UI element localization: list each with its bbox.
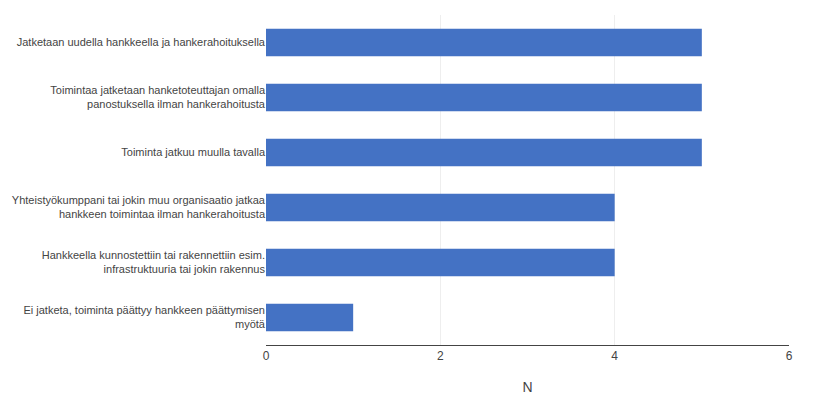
svg-text:N: N — [522, 379, 532, 395]
svg-text:Jatketaan uudella hankkeella j: Jatketaan uudella hankkeella ja hankerah… — [17, 36, 266, 48]
svg-text:Yhteistyökumppani tai jokin mu: Yhteistyökumppani tai jokin muu organisa… — [12, 194, 266, 220]
svg-text:2: 2 — [437, 349, 444, 363]
svg-text:Hankkeella kunnostettiin tai r: Hankkeella kunnostettiin tai rakennettii… — [42, 249, 266, 275]
svg-text:0: 0 — [263, 349, 270, 363]
svg-text:4: 4 — [611, 349, 618, 363]
svg-text:Toimintaa jatketaan hanketoteu: Toimintaa jatketaan hanketoteuttajan oma… — [50, 84, 266, 110]
svg-text:Toiminta jatkuu muulla tavalla: Toiminta jatkuu muulla tavalla — [121, 146, 266, 158]
svg-text:6: 6 — [786, 349, 793, 363]
svg-text:Ei jatketa, toiminta päättyy h: Ei jatketa, toiminta päättyy hankkeen pä… — [23, 304, 265, 330]
